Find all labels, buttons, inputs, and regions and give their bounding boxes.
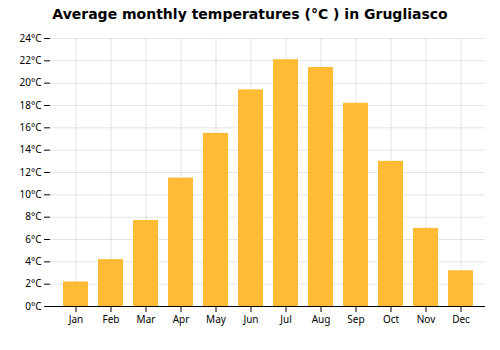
svg-text:Apr: Apr: [173, 312, 190, 326]
svg-text:2°C: 2°C: [25, 276, 42, 290]
svg-text:Jul: Jul: [279, 312, 292, 326]
svg-text:Jan: Jan: [68, 312, 84, 326]
svg-text:24°C: 24°C: [19, 31, 42, 45]
svg-text:22°C: 22°C: [19, 53, 42, 67]
svg-text:Sep: Sep: [347, 312, 364, 326]
svg-text:14°C: 14°C: [19, 142, 42, 156]
svg-text:Aug: Aug: [312, 312, 331, 326]
svg-text:8°C: 8°C: [25, 209, 42, 223]
svg-text:Dec: Dec: [452, 312, 470, 326]
svg-text:10°C: 10°C: [19, 187, 42, 201]
svg-text:4°C: 4°C: [25, 254, 42, 268]
svg-text:12°C: 12°C: [19, 165, 42, 179]
svg-text:Mar: Mar: [137, 312, 156, 326]
svg-text:May: May: [206, 312, 227, 326]
html-text:Average monthly temperatures (: Average monthly temperatures (°C ) in Gr…: [52, 6, 448, 22]
svg-text:20°C: 20°C: [19, 75, 42, 89]
svg-text:6°C: 6°C: [25, 232, 42, 246]
svg-text:Nov: Nov: [417, 312, 436, 326]
svg-text:16°C: 16°C: [19, 120, 42, 134]
svg-text:Feb: Feb: [103, 312, 120, 326]
svg-text:Oct: Oct: [383, 312, 400, 326]
svg-text:Jun: Jun: [242, 312, 258, 326]
svg-text:18°C: 18°C: [19, 98, 42, 112]
svg-text:0°C: 0°C: [25, 299, 42, 313]
